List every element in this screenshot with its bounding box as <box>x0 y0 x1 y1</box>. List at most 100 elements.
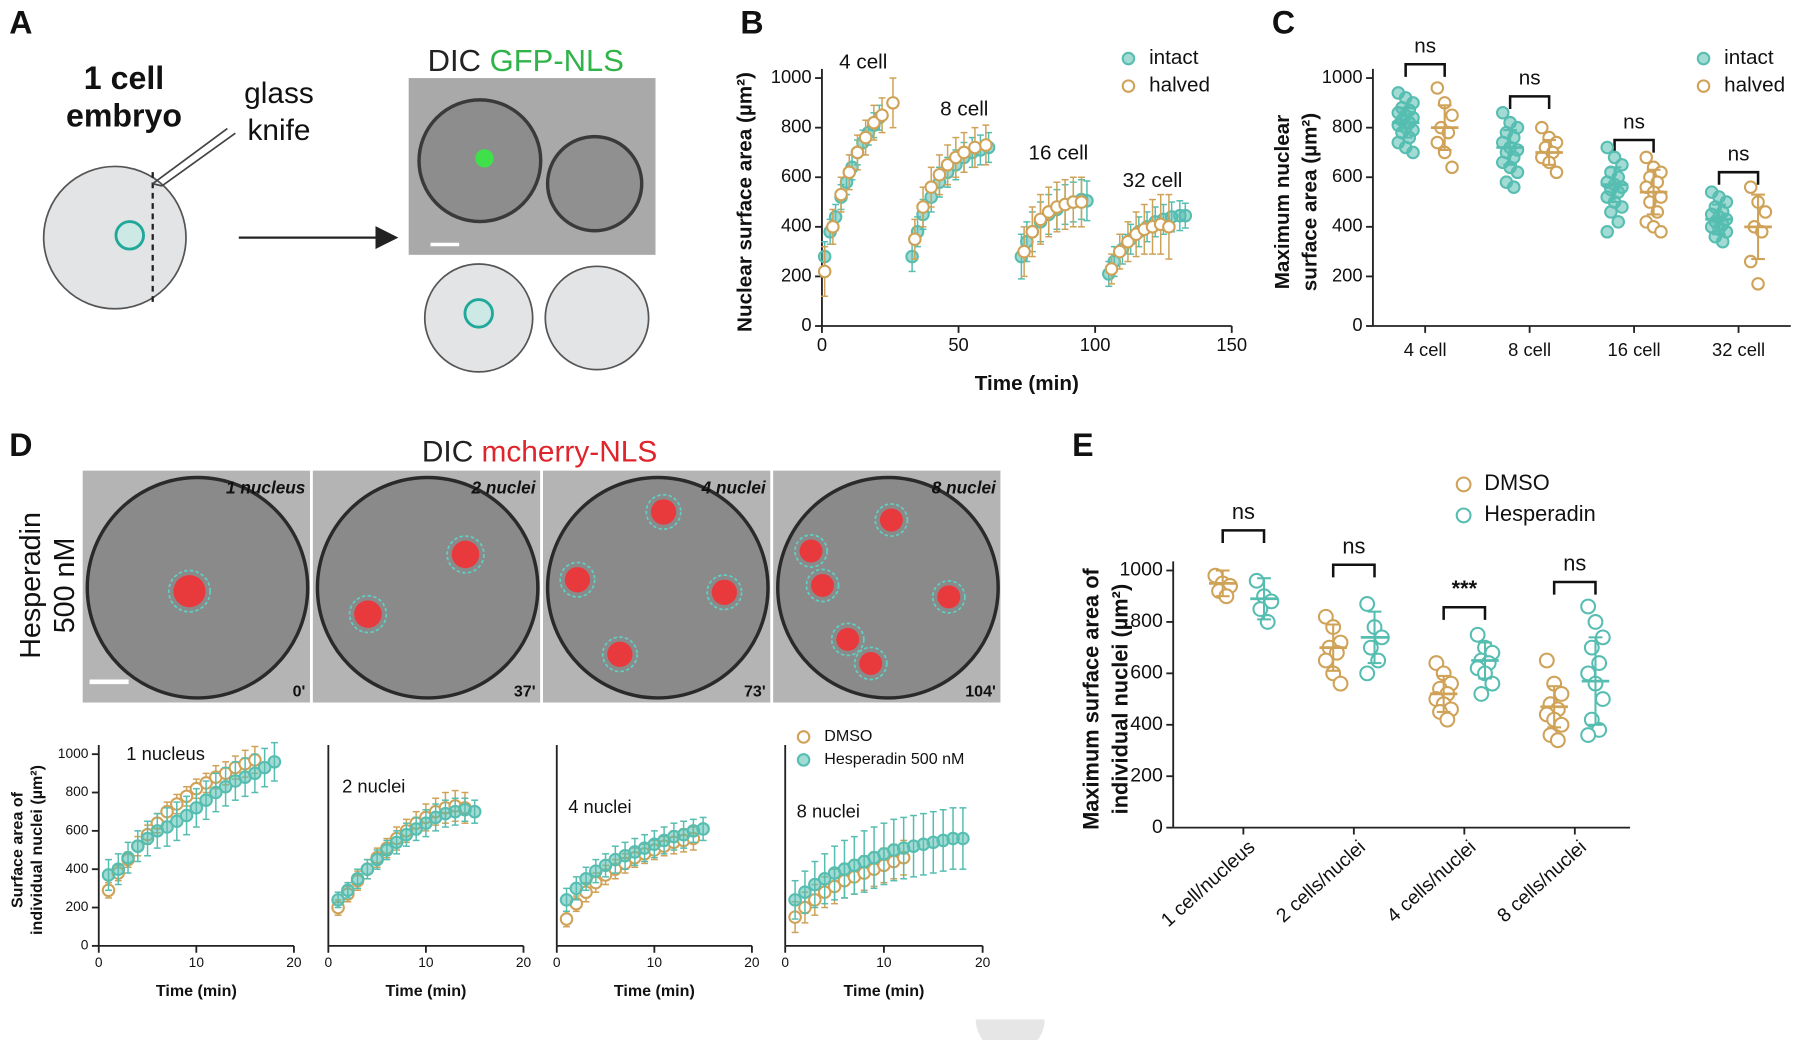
data-point <box>257 760 272 775</box>
data-point <box>1639 150 1654 165</box>
significance-bracket <box>1508 95 1551 110</box>
data-point <box>170 814 184 829</box>
significance-label: ns <box>1414 35 1436 58</box>
nucleus <box>799 539 823 563</box>
data-point <box>189 801 204 815</box>
x-tick-label: 20 <box>286 955 302 970</box>
data-point <box>248 766 262 781</box>
data-point <box>467 804 482 819</box>
data-point <box>1495 105 1510 120</box>
nucleus <box>463 298 494 329</box>
glass-knife <box>152 127 236 187</box>
legend-label: Hesperadin 500 nM <box>824 750 964 768</box>
y-axis-label: Nuclear surface area (µm²) <box>734 72 757 332</box>
y-tick-label: 1000 <box>58 746 89 761</box>
panel-label: A <box>9 5 32 41</box>
x-tick-label: 4 cell <box>1404 339 1447 360</box>
data-point <box>1359 596 1376 612</box>
x-tick-label: 8 cells/nuclei <box>1493 836 1591 927</box>
embryo-label: 1 cell <box>84 60 164 96</box>
data-point <box>924 180 938 194</box>
data-point <box>1259 614 1276 630</box>
data-point <box>370 852 384 867</box>
nucleus-outline <box>601 636 638 673</box>
image-title-dic: DIC <box>428 43 481 78</box>
data-point <box>1248 572 1265 589</box>
y-tick-label: 1000 <box>1119 559 1163 581</box>
data-point <box>559 912 574 926</box>
data-point <box>1507 180 1521 194</box>
data-point <box>1615 158 1629 172</box>
cell-image <box>315 475 540 700</box>
y-axis-label: Maximum surface area of <box>1079 567 1104 829</box>
data-point <box>589 864 603 878</box>
data-point <box>218 779 233 794</box>
data-point <box>569 881 584 896</box>
data-point <box>1611 215 1626 229</box>
nucleus <box>836 627 860 651</box>
condition-label: 500 nM <box>49 538 81 634</box>
y-axis-label: individual nuclei (µm²) <box>28 765 46 935</box>
data-point <box>331 893 345 907</box>
y-tick-label: 800 <box>781 115 812 136</box>
frame-label: 4 nuclei <box>701 478 767 498</box>
data-point <box>979 138 993 152</box>
x-tick-label: 20 <box>744 955 760 970</box>
data-point <box>1104 262 1119 276</box>
x-tick-label: 20 <box>975 955 991 970</box>
y-axis-label: Maximum nuclear <box>1271 115 1294 290</box>
data-point <box>842 165 857 180</box>
panel-label: D <box>9 427 32 463</box>
data-point <box>817 264 832 279</box>
x-axis-label: Time (min) <box>385 982 466 1000</box>
y-tick-label: 600 <box>65 822 88 837</box>
data-point <box>1121 234 1135 249</box>
nucleus <box>859 652 883 675</box>
data-point <box>1535 120 1549 135</box>
x-axis-label: Time (min) <box>975 372 1079 395</box>
data-point <box>886 96 900 110</box>
y-tick-label: 200 <box>1130 764 1163 786</box>
data-point <box>834 187 848 202</box>
data-point <box>199 793 213 807</box>
y-tick-label: 1000 <box>771 66 812 87</box>
data-point <box>419 816 433 830</box>
legend-label: halved <box>1724 74 1785 97</box>
data-point <box>209 785 223 800</box>
data-point <box>1715 234 1730 249</box>
annotation: 32 cell <box>1123 169 1183 192</box>
data-point <box>579 872 593 886</box>
y-tick-label: 0 <box>1152 816 1163 838</box>
data-point <box>1587 614 1604 630</box>
significance-label: ns <box>1623 110 1645 133</box>
chart-title: 4 nuclei <box>568 796 631 817</box>
data-point <box>389 835 404 850</box>
data-point <box>360 862 375 876</box>
data-point <box>101 868 116 882</box>
data-point <box>1553 686 1570 702</box>
legend-label: Hesperadin <box>1484 501 1595 526</box>
panel-label: E <box>1072 427 1093 463</box>
legend-marker <box>1455 476 1472 493</box>
nucleus-outline <box>830 622 865 657</box>
nucleus-outline <box>167 569 211 613</box>
data-point <box>341 883 355 898</box>
significance-label: ns <box>1342 533 1365 558</box>
nucleus <box>650 499 677 525</box>
knife-label: glass <box>244 77 314 110</box>
data-point <box>798 885 812 899</box>
data-point <box>1439 711 1456 728</box>
nucleus-outline <box>794 534 828 568</box>
annotation: 4 cell <box>839 51 887 74</box>
legend-marker <box>1696 51 1711 66</box>
data-point <box>1549 732 1566 749</box>
significance-bracket <box>1331 563 1376 578</box>
data-point <box>1017 244 1031 259</box>
x-tick-label: 0 <box>781 955 789 970</box>
significance-bracket <box>1552 580 1597 595</box>
panel-label: B <box>740 5 763 41</box>
legend-label: intact <box>1149 46 1199 69</box>
y-axis-label: individual nuclei (µm²) <box>1107 584 1132 815</box>
embryo-label: embryo <box>66 98 182 134</box>
data-point <box>1430 135 1445 150</box>
